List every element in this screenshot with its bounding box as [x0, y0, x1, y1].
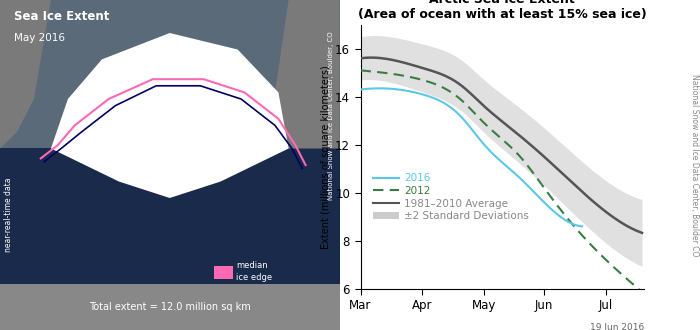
- Text: National Snow and Ice Data Center, Boulder, CO: National Snow and Ice Data Center, Bould…: [328, 31, 334, 200]
- Y-axis label: Extent (millions of square kilometers): Extent (millions of square kilometers): [321, 65, 331, 248]
- Text: May 2016: May 2016: [13, 33, 64, 43]
- Text: median: median: [236, 261, 267, 270]
- Polygon shape: [0, 0, 51, 148]
- Title: Arctic Sea Ice Extent
(Area of ocean with at least 15% sea ice): Arctic Sea Ice Extent (Area of ocean wit…: [358, 0, 647, 21]
- Polygon shape: [0, 0, 340, 330]
- Text: National Snow and Ice Data Center, Boulder CO: National Snow and Ice Data Center, Bould…: [690, 74, 699, 256]
- Text: Total extent = 12.0 million sq km: Total extent = 12.0 million sq km: [89, 302, 251, 312]
- Polygon shape: [0, 148, 340, 330]
- Polygon shape: [272, 0, 340, 148]
- Bar: [214, 266, 232, 279]
- Text: Sea Ice Extent: Sea Ice Extent: [13, 10, 109, 23]
- Text: near-real-time data: near-real-time data: [4, 177, 13, 252]
- Polygon shape: [51, 33, 288, 198]
- Legend: 2016, 2012, 1981–2010 Average, ±2 Standard Deviations: 2016, 2012, 1981–2010 Average, ±2 Standa…: [368, 169, 533, 225]
- Polygon shape: [0, 284, 340, 330]
- Text: 19 Jun 2016: 19 Jun 2016: [589, 323, 644, 330]
- Text: ice edge: ice edge: [236, 273, 272, 282]
